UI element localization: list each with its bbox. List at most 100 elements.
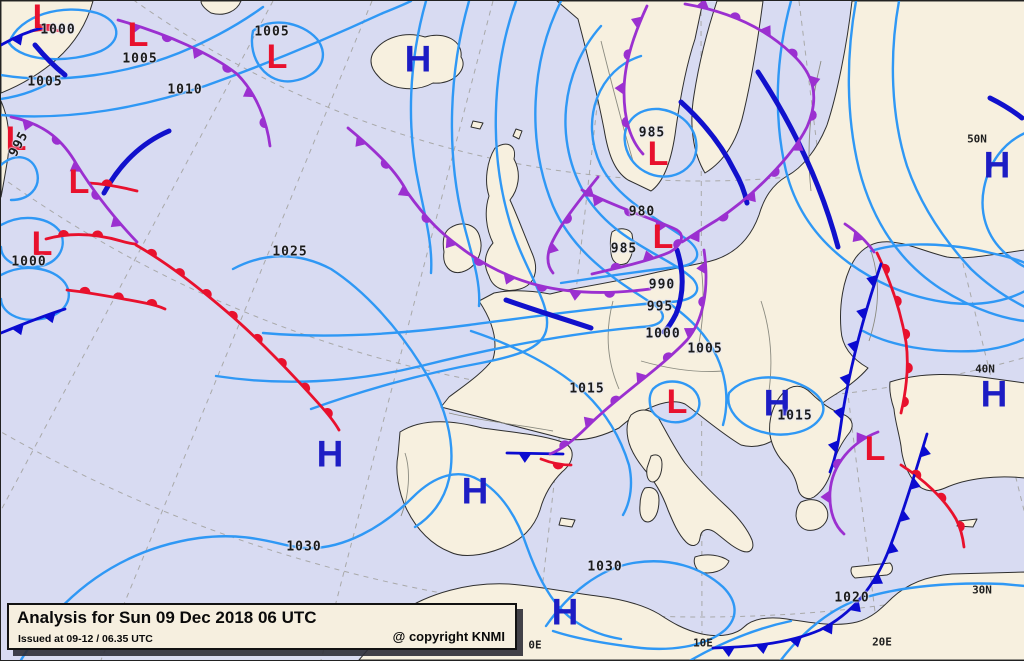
occluded-front-marker	[547, 241, 559, 255]
occluded-front-marker	[718, 212, 729, 222]
land-scandinavia	[556, 1, 704, 192]
occluded-front-marker	[809, 75, 821, 88]
occluded-front-marker	[563, 213, 572, 224]
warm-front-marker	[146, 298, 158, 306]
occluded-front-marker	[22, 119, 35, 131]
land-corsica	[646, 454, 663, 483]
occluded-front-marker	[559, 440, 570, 449]
warm-front-marker	[92, 230, 104, 237]
occluded-front-marker	[503, 273, 516, 285]
occluded-front-marker	[698, 296, 705, 308]
warm-front-marker	[253, 333, 263, 344]
occluded-front-marker	[259, 117, 267, 129]
warm-front-marker	[58, 230, 70, 237]
cold-front-marker	[856, 307, 868, 320]
occluded-front-marker	[355, 135, 367, 147]
cold-front-marker	[755, 643, 769, 655]
occluded-front-marker	[696, 261, 707, 275]
land-faroe	[470, 120, 484, 130]
occluded-front-marker	[770, 167, 780, 177]
cold-front-marker	[11, 34, 23, 46]
warm-front-marker	[146, 248, 157, 258]
warm-front-marker	[277, 357, 287, 368]
occluded-front-marker	[759, 25, 771, 37]
cold-front-marker	[887, 541, 899, 555]
occluded-front-marker	[688, 230, 700, 243]
cold-front-aegean-libya	[711, 432, 929, 650]
cold-front-marker	[833, 406, 844, 420]
occluded-front-marker	[655, 220, 668, 232]
cold-front-marker	[827, 440, 839, 453]
warm-front-marker	[911, 469, 922, 479]
occluded-front-marker	[110, 216, 123, 228]
occluded-front-marker	[161, 34, 173, 43]
cold-front-marker	[839, 373, 851, 386]
warm-front-marker	[101, 179, 113, 186]
occluded-front-marker	[445, 236, 457, 249]
occluded-front-marker	[69, 160, 82, 172]
warm-front	[65, 288, 167, 311]
cold-front-marker	[789, 636, 802, 648]
warm-front	[134, 243, 341, 432]
cold-front-marker	[721, 647, 735, 657]
occluded-front-marker	[129, 23, 142, 35]
warm-front-marker	[79, 286, 91, 294]
occluded-front-marker	[614, 81, 625, 95]
issued-timestamp: Issued at 09-12 / 06.35 UTC	[18, 633, 153, 645]
cold-front-marker	[821, 622, 833, 635]
land-italy	[626, 409, 754, 553]
occluded-front-marker	[582, 185, 595, 197]
warm-front-marker	[907, 362, 913, 374]
warm-front-marker	[902, 396, 909, 408]
occluded-front-marker	[683, 327, 696, 339]
occluded-front-marker	[592, 195, 605, 207]
occluded-front-marker	[624, 208, 635, 217]
occluded-front-marker	[192, 47, 205, 59]
land-greenland-coast	[1, 100, 10, 198]
land-sicily	[693, 554, 730, 574]
cold-front-marker	[909, 477, 921, 490]
occluded-front-marker	[397, 184, 410, 197]
front-markers	[11, 1, 965, 657]
cold-front-marker	[849, 600, 861, 613]
occluded-front-marker	[621, 116, 629, 128]
land-sardinia	[639, 487, 660, 523]
warm-front	[44, 233, 138, 246]
occluded-front-marker	[380, 159, 390, 169]
occluded-front-marker	[852, 230, 864, 243]
occluded-front-marker	[809, 109, 817, 121]
land-svalbard	[200, 1, 242, 15]
land-peloponnese	[795, 499, 829, 531]
cold-front-marker	[898, 509, 911, 523]
occluded-front-marker	[51, 135, 62, 145]
land-shetland	[512, 128, 523, 140]
cold-front-marker	[847, 340, 859, 353]
occluded-front-marker	[569, 290, 583, 301]
warm-front-marker	[43, 24, 55, 30]
warm-front-marker	[903, 328, 911, 340]
occluded-front-scandinavia	[680, 2, 816, 244]
occluded-front-marker	[623, 49, 631, 61]
occluded-front-marker	[791, 139, 804, 151]
warm-front-aegean	[899, 463, 966, 549]
occluded-front-norway	[622, 4, 649, 156]
occluded-front-marker	[673, 239, 683, 249]
warm-front-marker	[937, 492, 947, 503]
country-borders	[400, 40, 878, 517]
occluded-front-marker	[856, 432, 868, 444]
occluded-front-marker	[421, 213, 431, 223]
occluded-front-marker	[636, 372, 648, 384]
land-iceland	[370, 34, 464, 90]
cold-front-marker	[919, 445, 931, 458]
warm-front-marker	[174, 268, 185, 277]
cold-front-marker	[518, 453, 532, 463]
occluded-front-marker	[536, 285, 548, 292]
occluded-front-marker	[222, 64, 233, 73]
occluded-front-marker	[744, 190, 756, 203]
occluded-front-marker	[604, 292, 616, 298]
occluded-front-marker	[662, 352, 673, 362]
warm-front-marker	[300, 382, 311, 393]
analysis-info-box: Analysis for Sun 09 Dec 2018 06 UTC Issu…	[7, 603, 517, 650]
